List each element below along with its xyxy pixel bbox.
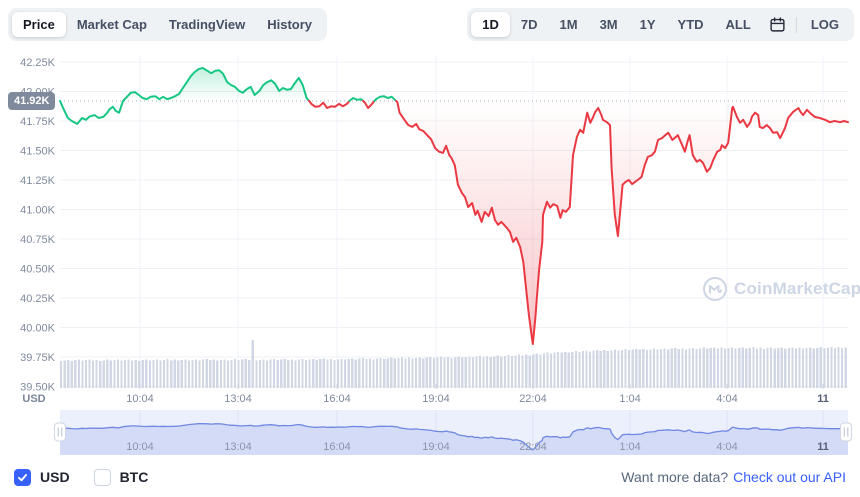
coinmarketcap-logo-icon [703, 277, 727, 301]
tab-1y[interactable]: 1Y [639, 17, 656, 32]
svg-text:11: 11 [817, 393, 829, 405]
svg-text:1:04: 1:04 [619, 393, 640, 405]
api-link[interactable]: Check out our API [733, 469, 846, 485]
current-price-badge: 41.92K [8, 92, 56, 110]
svg-text:39.50K: 39.50K [20, 382, 56, 394]
api-promo: Want more data? Check out our API [621, 469, 846, 485]
svg-text:41.00K: 41.00K [20, 205, 56, 217]
svg-text:1:04: 1:04 [619, 441, 640, 453]
tab-all[interactable]: ALL [725, 17, 751, 32]
navigator-left-handle[interactable] [54, 422, 66, 442]
tab-1m[interactable]: 1M [559, 17, 578, 32]
svg-text:22:04: 22:04 [519, 441, 547, 453]
svg-text:16:04: 16:04 [323, 393, 351, 405]
price-area-fills [60, 67, 848, 345]
range-navigator[interactable]: 10:04 13:04 16:04 19:04 22:04 1:04 4:04 11 [54, 410, 852, 455]
toolbar-divider [795, 16, 797, 33]
tab-history[interactable]: History [267, 17, 313, 32]
tab-1d[interactable]: 1D [471, 12, 510, 37]
chart-footer: USD BTC Want more data? Check out our AP… [14, 464, 846, 490]
svg-text:10:04: 10:04 [126, 441, 154, 453]
btc-toggle[interactable]: BTC [93, 468, 149, 486]
svg-text:40.75K: 40.75K [20, 234, 56, 246]
chart-gridlines [60, 56, 848, 388]
tab-ytd[interactable]: YTD [677, 17, 704, 32]
promo-text: Want more data? [621, 469, 729, 485]
svg-text:10:04: 10:04 [126, 393, 154, 405]
svg-text:11: 11 [817, 441, 829, 453]
svg-text:19:04: 19:04 [422, 441, 450, 453]
log-scale-toggle[interactable]: LOG [810, 17, 839, 32]
svg-text:39.75K: 39.75K [20, 352, 56, 364]
watermark-text: CoinMarketCap [734, 279, 860, 298]
svg-text:4:04: 4:04 [716, 441, 737, 453]
navigator-right-handle[interactable] [840, 422, 852, 442]
svg-text:40.50K: 40.50K [20, 264, 56, 276]
svg-text:22:04: 22:04 [519, 393, 547, 405]
usd-checkbox[interactable] [14, 468, 31, 486]
svg-text:16:04: 16:04 [323, 441, 351, 453]
time-range-tab-group: 1D 7D 1M 3M 1Y YTD ALL LOG [467, 8, 854, 41]
usd-toggle-label: USD [40, 469, 70, 485]
usd-toggle[interactable]: USD [14, 468, 70, 486]
check-icon [18, 473, 27, 481]
svg-text:13:04: 13:04 [224, 393, 252, 405]
axis-labels: 42.25K42.00K41.75K41.50K41.25K41.00K40.7… [20, 57, 829, 405]
volume-bars [60, 340, 847, 388]
svg-text:13:04: 13:04 [224, 441, 252, 453]
svg-text:41.50K: 41.50K [20, 146, 56, 158]
svg-text:USD: USD [22, 393, 45, 405]
svg-text:4:04: 4:04 [716, 393, 737, 405]
svg-text:41.25K: 41.25K [20, 175, 56, 187]
calendar-button[interactable] [762, 13, 793, 36]
chart-type-tab-group: Price Market Cap TradingView History [8, 8, 328, 41]
svg-text:42.25K: 42.25K [20, 57, 56, 69]
tab-price[interactable]: Price [12, 12, 66, 37]
tab-3m[interactable]: 3M [599, 17, 618, 32]
price-line-series [59, 66, 849, 345]
svg-text:19:04: 19:04 [422, 393, 450, 405]
svg-text:40.00K: 40.00K [20, 323, 56, 335]
svg-text:40.25K: 40.25K [20, 293, 56, 305]
chart-toolbar: Price Market Cap TradingView History 1D 7D 1M… [8, 8, 854, 41]
tab-market-cap[interactable]: Market Cap [76, 17, 147, 32]
btc-toggle-label: BTC [119, 469, 149, 485]
btc-checkbox[interactable] [93, 468, 111, 486]
tab-tradingview[interactable]: TradingView [168, 17, 246, 32]
svg-text:41.75K: 41.75K [20, 116, 56, 128]
watermark: CoinMarketCap [702, 276, 860, 302]
calendar-icon [770, 17, 785, 32]
tab-7d[interactable]: 7D [520, 17, 538, 32]
